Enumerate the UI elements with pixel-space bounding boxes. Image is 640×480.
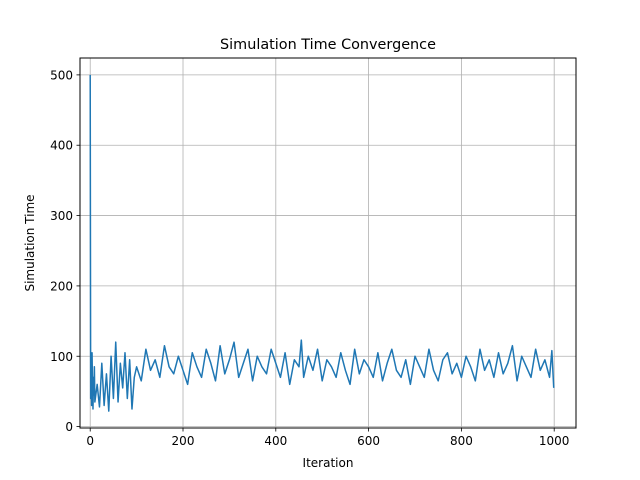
plot-frame	[79, 57, 577, 429]
data-lines	[89, 74, 555, 412]
y-tick-label: 500	[50, 68, 73, 82]
x-axis-label: Iteration	[303, 456, 354, 470]
y-tick-label: 400	[50, 139, 73, 153]
y-axis-label: Simulation Time	[23, 194, 37, 291]
x-tick-label: 400	[264, 434, 287, 448]
x-tick-label: 1000	[539, 434, 570, 448]
axis-ticks: 0 200 400 600 800 1000 0 100 200 300 400 500	[50, 68, 569, 448]
y-tick-label: 300	[50, 209, 73, 223]
series-line-0	[89, 74, 555, 412]
y-tick-label: 0	[65, 420, 73, 434]
x-tick-label: 800	[450, 434, 473, 448]
x-tick-label: 200	[172, 434, 195, 448]
grid	[80, 58, 576, 428]
y-tick-label: 100	[50, 350, 73, 364]
x-tick-label: 0	[86, 434, 94, 448]
x-tick-label: 600	[357, 434, 380, 448]
y-tick-label: 200	[50, 279, 73, 293]
chart-title: Simulation Time Convergence	[220, 37, 436, 53]
